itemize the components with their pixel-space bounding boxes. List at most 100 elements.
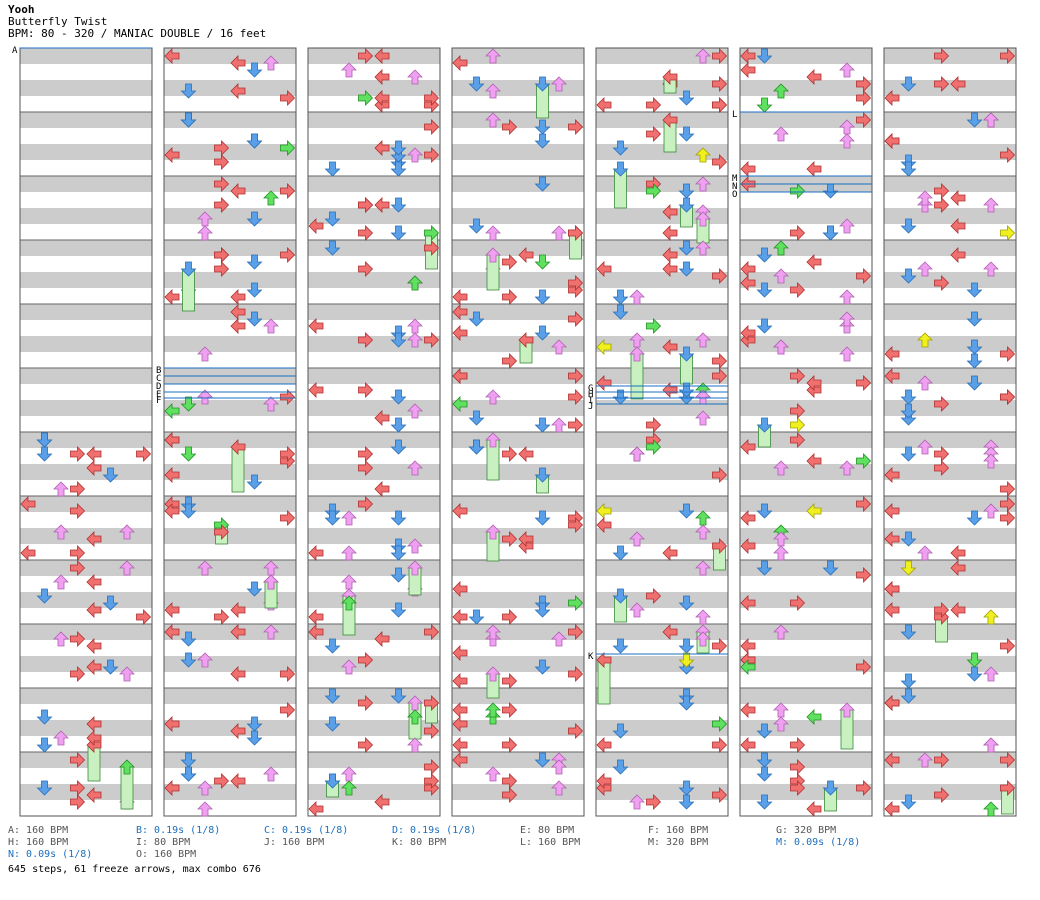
- step-arrow: [358, 48, 374, 64]
- column-frame: [163, 47, 297, 817]
- step-arrow: [468, 439, 485, 455]
- step-arrow: [502, 254, 518, 270]
- step-arrow: [568, 417, 584, 433]
- step-arrow: [70, 780, 86, 796]
- step-arrow: [452, 55, 468, 71]
- step-arrow: [424, 332, 440, 348]
- step-arrow: [678, 652, 695, 668]
- step-arrow: [164, 147, 180, 163]
- step-arrow: [390, 225, 407, 241]
- step-arrow: [790, 368, 806, 384]
- step-arrow: [1000, 147, 1016, 163]
- chart-column-5: [595, 47, 729, 817]
- step-arrow: [712, 97, 728, 113]
- step-arrow: [966, 311, 983, 327]
- step-arrow: [934, 787, 950, 803]
- step-arrow: [856, 567, 872, 583]
- step-arrow: [678, 90, 695, 106]
- step-arrow: [790, 225, 806, 241]
- legend-entry: F: 160 BPM: [648, 825, 709, 836]
- step-arrow: [452, 673, 468, 689]
- step-arrow: [884, 503, 900, 519]
- step-arrow: [773, 339, 789, 355]
- step-arrow: [884, 801, 900, 817]
- step-arrow: [856, 496, 872, 512]
- step-arrow: [180, 83, 197, 99]
- step-arrow: [263, 396, 279, 412]
- step-arrow: [756, 97, 773, 113]
- step-arrow: [934, 183, 950, 199]
- step-arrow: [407, 318, 423, 334]
- step-arrow: [1000, 752, 1016, 768]
- step-arrow: [452, 716, 468, 732]
- step-arrow: [468, 609, 485, 625]
- step-arrow: [485, 48, 501, 64]
- step-arrow: [551, 339, 567, 355]
- step-arrow: [119, 666, 135, 682]
- step-arrow: [214, 197, 230, 213]
- step-arrow: [568, 624, 584, 640]
- step-arrow: [712, 154, 728, 170]
- step-arrow: [629, 794, 645, 810]
- step-arrow: [900, 688, 917, 704]
- step-arrow: [70, 631, 86, 647]
- step-arrow: [358, 446, 374, 462]
- step-arrow: [646, 588, 662, 604]
- step-arrow: [534, 417, 551, 433]
- step-arrow: [324, 688, 341, 704]
- step-arrow: [884, 752, 900, 768]
- step-arrow: [646, 439, 662, 455]
- step-arrow: [839, 702, 855, 718]
- step-arrow: [839, 460, 855, 476]
- step-arrow: [324, 211, 341, 227]
- step-arrow: [70, 752, 86, 768]
- step-arrow: [934, 76, 950, 92]
- step-arrow: [856, 90, 872, 106]
- step-arrow: [629, 531, 645, 547]
- step-arrow: [452, 503, 468, 519]
- step-arrow: [36, 432, 53, 448]
- step-arrow: [740, 538, 756, 554]
- step-arrow: [662, 624, 678, 640]
- step-arrow: [856, 453, 872, 469]
- step-arrow: [596, 97, 612, 113]
- step-arrow: [646, 183, 662, 199]
- step-arrow: [966, 282, 983, 298]
- marker-label-n: N: [732, 182, 737, 192]
- step-arrow: [678, 382, 695, 398]
- chart-column-6: [739, 47, 873, 817]
- legend-entry: N: 0.09s (1/8): [8, 849, 93, 860]
- step-arrow: [424, 624, 440, 640]
- step-arrow: [1000, 389, 1016, 405]
- step-arrow: [950, 247, 966, 263]
- step-arrow: [884, 695, 900, 711]
- step-arrow: [86, 730, 102, 746]
- step-arrow: [20, 496, 36, 512]
- step-arrow: [839, 311, 855, 327]
- step-arrow: [756, 723, 773, 739]
- song-title: Butterfly Twist: [8, 15, 108, 28]
- step-arrow: [646, 126, 662, 142]
- step-arrow: [568, 595, 584, 611]
- step-arrow: [502, 787, 518, 803]
- step-arrow: [712, 76, 728, 92]
- step-arrow: [596, 773, 612, 789]
- step-arrow: [756, 48, 773, 64]
- step-arrow: [308, 545, 324, 561]
- step-arrow: [662, 204, 678, 220]
- step-arrow: [612, 304, 629, 320]
- step-arrow: [214, 609, 230, 625]
- step-arrow: [485, 766, 501, 782]
- step-arrow: [230, 602, 246, 618]
- step-arrow: [70, 446, 86, 462]
- step-arrow: [452, 645, 468, 661]
- step-arrow: [468, 218, 485, 234]
- column-frame: [883, 47, 1017, 817]
- legend-entry: A: 160 BPM: [8, 825, 69, 836]
- step-arrow: [806, 801, 822, 817]
- step-arrow: [551, 225, 567, 241]
- step-arrow: [934, 446, 950, 462]
- step-arrow: [596, 517, 612, 533]
- step-arrow: [424, 773, 440, 789]
- step-arrow: [534, 752, 551, 768]
